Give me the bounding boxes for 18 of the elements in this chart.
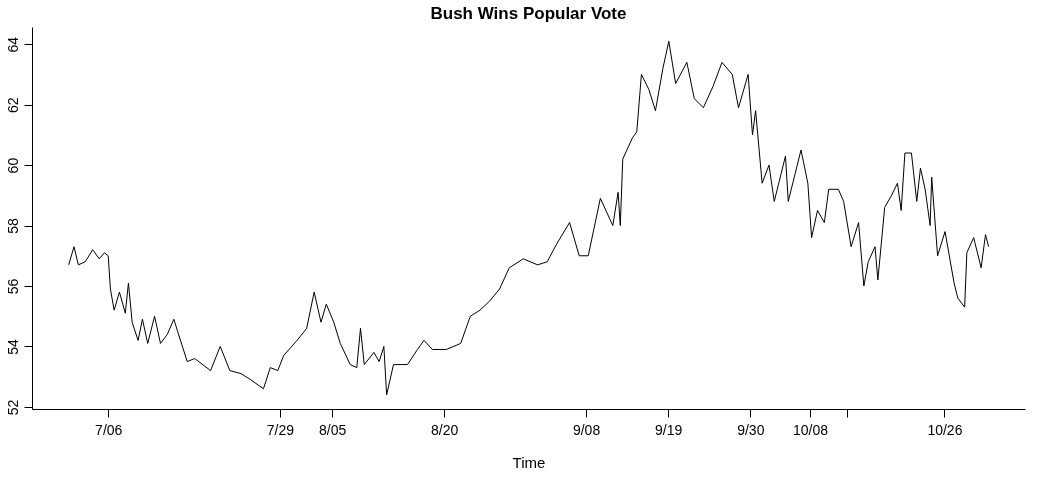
x-tick-label: 10/08 bbox=[793, 421, 829, 438]
chart-title: Bush Wins Popular Vote bbox=[430, 4, 627, 23]
x-tick-label: 9/19 bbox=[655, 421, 683, 438]
x-tick-label: 7/06 bbox=[95, 421, 123, 438]
x-tick-label: 10/26 bbox=[927, 421, 963, 438]
y-tick-label: 60 bbox=[4, 157, 21, 174]
x-tick-label: 9/08 bbox=[572, 421, 601, 438]
y-tick-label: 64 bbox=[4, 36, 21, 53]
x-tick-label: 8/05 bbox=[319, 421, 347, 438]
y-tick-label: 56 bbox=[4, 278, 21, 295]
x-tick-label: 7/29 bbox=[266, 421, 295, 438]
x-tick-label: 8/20 bbox=[431, 421, 459, 438]
y-tick-label: 58 bbox=[4, 218, 21, 234]
x-tick-label: 9/30 bbox=[737, 421, 765, 438]
y-tick-label: 52 bbox=[4, 399, 21, 416]
x-axis-title: Time bbox=[512, 453, 546, 471]
y-tick-label: 62 bbox=[4, 97, 21, 113]
y-tick-label: 54 bbox=[4, 338, 21, 355]
